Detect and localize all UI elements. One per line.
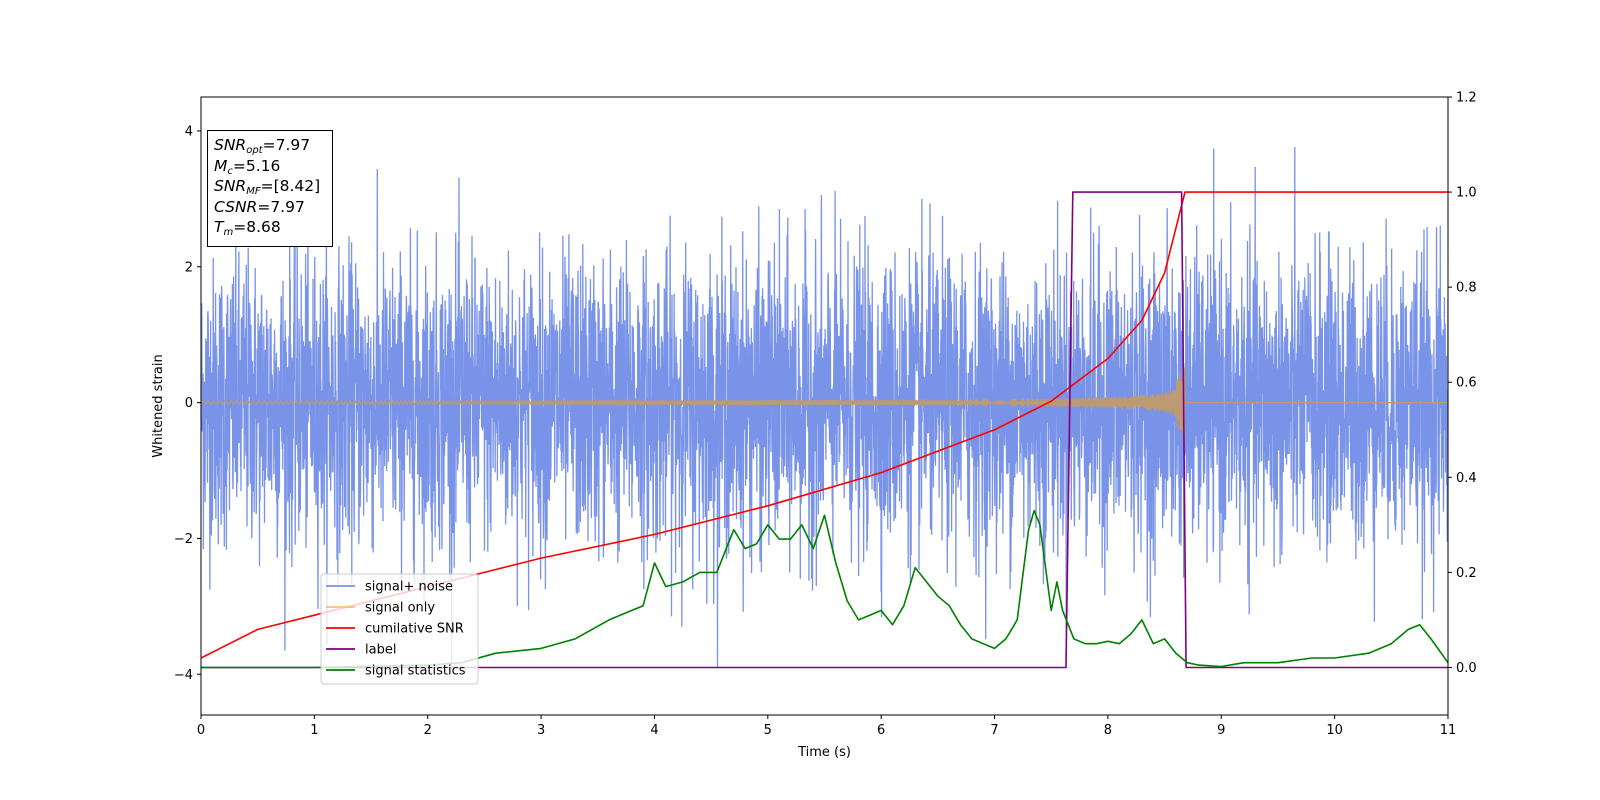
y-tick-label: −2 — [174, 532, 193, 547]
annotation-mc: Mc=5.16 — [214, 156, 281, 177]
y2-tick-label: 0.8 — [1456, 281, 1477, 296]
series-signal-statistics — [201, 509, 1448, 669]
legend-label: cumilative SNR — [365, 622, 464, 637]
x-tick-label: 6 — [877, 723, 885, 738]
legend-label: signal statistics — [365, 664, 466, 679]
x-tick-label: 3 — [537, 723, 545, 738]
series-signal-only — [201, 363, 1448, 442]
series-label — [201, 191, 1448, 669]
annotation-tm: Tm=8.68 — [214, 218, 281, 238]
x-tick-label: 2 — [424, 723, 432, 738]
y-tick-label: 4 — [185, 124, 193, 139]
legend-frame — [320, 573, 479, 685]
legend-label: label — [365, 643, 396, 658]
annotation-csnr: CSNR=7.97 — [214, 197, 305, 216]
legend-label: signal+ noise — [365, 580, 453, 595]
x-tick-label: 9 — [1217, 723, 1225, 738]
y-tick-label: 2 — [185, 260, 193, 275]
y-axis-title: Whitened strain — [151, 354, 166, 457]
series-signal-noise — [201, 147, 1448, 668]
x-tick-label: 8 — [1104, 723, 1112, 738]
y2-tick-label: 0.4 — [1456, 471, 1477, 486]
y-tick-label: −4 — [174, 668, 193, 683]
y2-tick-label: 1.2 — [1456, 91, 1477, 106]
x-tick-label: 1 — [310, 723, 318, 738]
y2-tick-label: 0.2 — [1456, 566, 1477, 581]
x-tick-label: 11 — [1440, 723, 1457, 738]
legend: signal+ noise signal only cumilative SNR la… — [320, 573, 479, 685]
x-axis-title: Time (s) — [797, 745, 851, 760]
x-tick-label: 0 — [197, 723, 205, 738]
annotation-snr-opt: SNRopt=7.97 — [214, 136, 311, 156]
annotation-snr-mf: SNRMF=[8.42] — [214, 177, 321, 197]
x-tick-label: 10 — [1326, 723, 1343, 738]
y2-tick-label: 0.0 — [1456, 661, 1477, 676]
legend-label: signal only — [365, 601, 435, 616]
x-tick-label: 5 — [764, 723, 772, 738]
annotation-box: SNRopt=7.97 Mc=5.16 SNRMF=[8.42] CSNR=7.… — [207, 130, 333, 247]
plot-frame — [200, 96, 1449, 716]
x-tick-label: 4 — [650, 723, 658, 738]
y2-tick-label: 1.0 — [1456, 186, 1477, 201]
y-tick-label: 0 — [185, 396, 193, 411]
y2-tick-label: 0.6 — [1456, 376, 1477, 391]
x-tick-label: 7 — [990, 723, 998, 738]
